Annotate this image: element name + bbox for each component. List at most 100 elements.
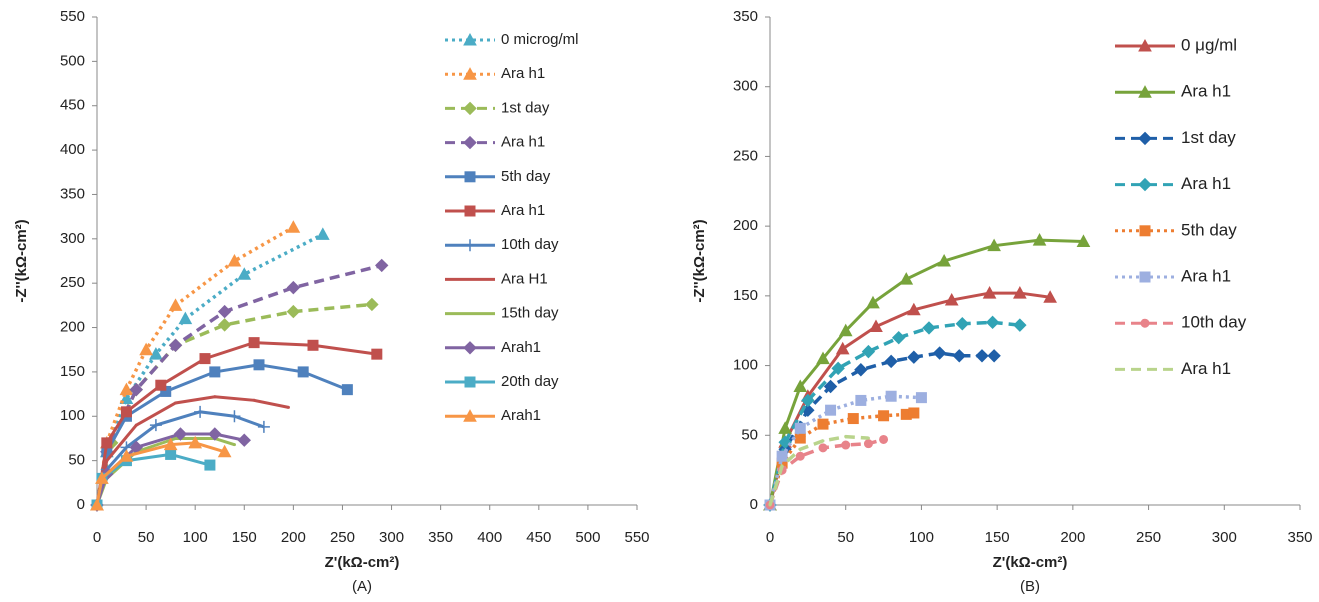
legend-marker bbox=[463, 135, 477, 150]
legend-marker bbox=[464, 205, 476, 217]
y-tick-label: 200 bbox=[60, 319, 85, 336]
marker bbox=[139, 342, 153, 356]
marker bbox=[120, 406, 132, 418]
marker bbox=[119, 449, 134, 462]
legend-label: 10th day bbox=[501, 236, 559, 253]
x-tick-label: 300 bbox=[379, 529, 404, 546]
marker bbox=[178, 311, 193, 325]
legend-label: Ara h1 bbox=[1181, 82, 1231, 101]
legend-label: Ara h1 bbox=[501, 134, 545, 151]
legend-label: Ara h1 bbox=[501, 202, 545, 219]
marker bbox=[985, 315, 1000, 330]
point bbox=[174, 401, 178, 405]
point bbox=[252, 398, 256, 402]
marker bbox=[915, 392, 927, 404]
legend-marker bbox=[463, 341, 477, 355]
marker bbox=[878, 410, 890, 422]
marker bbox=[817, 418, 829, 430]
marker bbox=[163, 437, 178, 451]
marker bbox=[208, 427, 222, 441]
series-line bbox=[768, 291, 1051, 506]
marker bbox=[217, 304, 232, 319]
marker bbox=[838, 323, 853, 337]
legend-label: Ara h1 bbox=[501, 65, 545, 82]
marker bbox=[188, 435, 203, 449]
legend-marker bbox=[1139, 271, 1151, 283]
x-tick-label: 350 bbox=[1287, 529, 1312, 546]
marker bbox=[907, 302, 921, 316]
x-tick-label: 0 bbox=[93, 529, 101, 546]
marker bbox=[217, 444, 232, 458]
marker bbox=[286, 280, 301, 295]
marker bbox=[823, 379, 838, 394]
legend-label: 1st day bbox=[501, 99, 550, 116]
y-tick-label: 50 bbox=[741, 426, 758, 443]
marker bbox=[955, 317, 970, 331]
y-tick-label: 350 bbox=[733, 8, 758, 25]
legend-label: 0 microg/ml bbox=[501, 31, 579, 48]
marker bbox=[831, 361, 845, 376]
legend-marker bbox=[1139, 225, 1151, 237]
y-tick-label: 400 bbox=[60, 141, 85, 158]
y-tick-label: 450 bbox=[60, 97, 85, 114]
legend-label: Ara H1 bbox=[501, 270, 548, 287]
marker bbox=[801, 393, 815, 408]
marker bbox=[90, 497, 104, 511]
marker bbox=[1013, 318, 1027, 332]
legend-marker bbox=[1138, 177, 1152, 192]
marker bbox=[168, 338, 183, 352]
marker bbox=[168, 298, 183, 311]
marker bbox=[253, 359, 265, 371]
marker bbox=[365, 297, 379, 312]
legend-label: 15th day bbox=[501, 305, 559, 322]
x-axis-title: Z'(kΩ-cm²) bbox=[325, 554, 400, 571]
marker bbox=[101, 437, 113, 449]
point bbox=[780, 464, 784, 468]
marker bbox=[307, 339, 319, 351]
marker bbox=[315, 227, 330, 240]
legend-label: Ara h1 bbox=[1181, 266, 1231, 285]
marker bbox=[237, 267, 252, 280]
marker bbox=[227, 253, 242, 267]
legend-label: Ara h1 bbox=[1181, 174, 1231, 193]
legend-label: 20th day bbox=[501, 373, 559, 390]
point bbox=[105, 459, 109, 463]
marker bbox=[173, 427, 188, 441]
legend-marker bbox=[464, 171, 476, 183]
x-tick-label: 50 bbox=[837, 529, 854, 546]
x-tick-label: 50 bbox=[138, 529, 155, 546]
marker bbox=[841, 440, 851, 450]
x-tick-label: 450 bbox=[526, 529, 551, 546]
marker bbox=[1013, 286, 1027, 299]
series-line bbox=[768, 394, 922, 506]
caption: (A) bbox=[352, 578, 372, 595]
x-tick-label: 300 bbox=[1212, 529, 1237, 546]
marker bbox=[861, 344, 876, 359]
legend-marker bbox=[1138, 85, 1152, 98]
y-tick-label: 250 bbox=[60, 274, 85, 291]
marker bbox=[778, 421, 792, 434]
marker bbox=[793, 379, 808, 392]
marker bbox=[825, 404, 837, 416]
marker bbox=[155, 379, 167, 391]
x-tick-label: 250 bbox=[330, 529, 355, 546]
marker bbox=[922, 321, 936, 335]
x-tick-label: 500 bbox=[575, 529, 600, 546]
marker bbox=[952, 349, 966, 363]
marker bbox=[879, 434, 889, 444]
marker bbox=[776, 450, 788, 462]
y-tick-label: 300 bbox=[60, 230, 85, 247]
marker bbox=[869, 319, 883, 333]
x-tick-label: 200 bbox=[281, 529, 306, 546]
marker bbox=[899, 272, 914, 285]
x-tick-label: 0 bbox=[766, 529, 774, 546]
legend-marker bbox=[463, 67, 477, 80]
y-tick-label: 350 bbox=[60, 185, 85, 202]
legend-marker bbox=[1140, 318, 1150, 328]
legend-label: 10th day bbox=[1181, 313, 1247, 332]
legend-label: 5th day bbox=[501, 168, 551, 185]
marker bbox=[778, 435, 792, 449]
marker bbox=[1032, 233, 1047, 246]
legend-marker bbox=[1138, 38, 1152, 52]
y-tick-label: 100 bbox=[733, 357, 758, 374]
